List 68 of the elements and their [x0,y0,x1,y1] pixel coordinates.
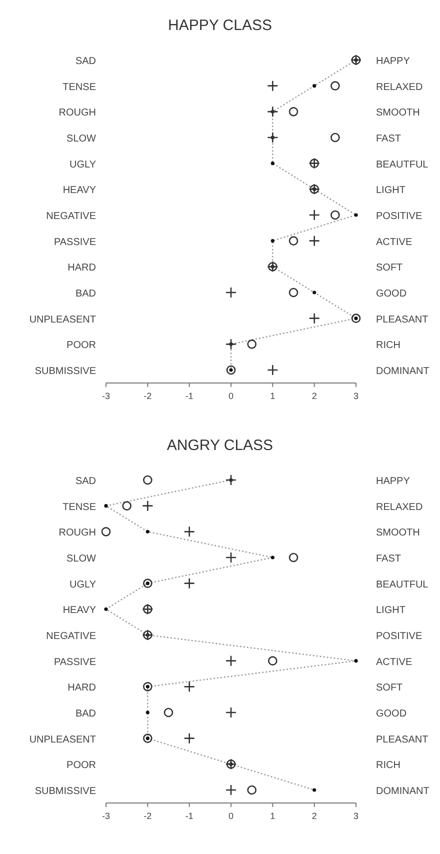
x-tick-label: -1 [185,811,194,821]
y-tick-label: NEGATIVE [46,631,96,642]
y-tick-label: POOR [66,760,96,772]
y-tick-label: HEAVY [62,185,96,196]
x-tick-label: 1 [270,811,276,821]
y2-tick-label: ACTIVE [376,656,412,668]
y-tick-label: UGLY [70,579,96,590]
y-tick-label: POOR [66,340,96,352]
x-tick-label: 3 [353,391,359,401]
x-tick-label: 2 [312,391,317,401]
y-tick-label: SLOW [66,554,97,564]
y-tick-label: SAD [75,56,96,67]
y-tick-label: HEAVY [62,605,96,616]
x-tick-label: -1 [185,391,194,401]
x-tick-label: -2 [144,811,152,821]
chart-title: HAPPY CLASS [168,17,272,34]
y2-tick-label: FAST [376,554,402,564]
x-tick-label: 1 [270,391,276,401]
y2-tick-label: RICH [376,760,400,772]
y-tick-label: HARD [68,262,96,274]
y2-tick-label: GOOD [376,708,407,720]
y-tick-label: UNPLEASENT [29,734,96,746]
chart-title: ANGRY CLASS [166,437,274,454]
y2-tick-label: FAST [376,134,402,144]
y-tick-label: UGLY [70,159,96,170]
y2-tick-label: DOMINANT [376,786,430,797]
x-tick-label: -3 [102,811,110,821]
x-tick-label: 2 [312,811,317,821]
y-tick-label: SUBMISSIVE [34,786,96,797]
y-tick-label: BAD [75,288,96,300]
y2-tick-label: RICH [376,340,400,352]
x-tick-label: 0 [228,391,234,401]
y2-tick-label: GOOD [376,288,407,300]
y2-tick-label: ACTIVE [376,236,412,248]
x-tick-label: -3 [102,391,110,401]
y-tick-label: HARD [68,682,96,694]
y2-tick-label: HAPPY [376,476,410,487]
y2-tick-label: SMOOTH [376,528,420,539]
y-tick-label: PASSIVE [54,656,96,668]
x-tick-label: -2 [144,391,152,401]
x-tick-label: 0 [228,811,234,821]
y-tick-label: PASSIVE [54,236,96,248]
y2-tick-label: BEAUTFUL [376,579,429,590]
y-tick-label: ROUGH [58,528,96,539]
y2-tick-label: PLEASANT [376,314,428,326]
y2-tick-label: BEAUTFUL [376,159,429,170]
y2-tick-label: HAPPY [376,56,410,67]
y-tick-label: SUBMISSIVE [34,366,96,377]
x-tick-label: 3 [353,811,359,821]
y-tick-label: TENSE [62,82,96,93]
y-tick-label: UNPLEASENT [29,314,96,326]
y-tick-label: BAD [75,708,96,720]
y2-tick-label: RELAXED [376,502,423,513]
y2-tick-label: PLEASANT [376,734,428,746]
y-tick-label: SAD [75,476,96,487]
y2-tick-label: POSITIVE [376,631,422,642]
y2-tick-label: LIGHT [376,185,406,196]
y2-tick-label: SMOOTH [376,108,420,119]
y2-tick-label: RELAXED [376,82,423,93]
y2-tick-label: POSITIVE [376,211,422,222]
y-tick-label: ROUGH [58,108,96,119]
y2-tick-label: SOFT [376,682,403,694]
y-tick-label: TENSE [62,502,96,513]
y2-tick-label: LIGHT [376,605,406,616]
y2-tick-label: SOFT [376,262,403,274]
y2-tick-label: DOMINANT [376,366,430,377]
y-tick-label: NEGATIVE [46,211,96,222]
y-tick-label: SLOW [66,134,97,144]
